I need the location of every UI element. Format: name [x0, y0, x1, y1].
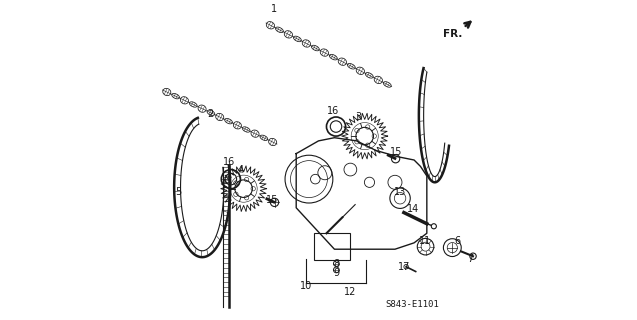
Text: 5: 5	[175, 187, 182, 197]
Text: 1: 1	[271, 4, 277, 14]
Text: 7: 7	[467, 254, 473, 264]
Text: 16: 16	[327, 106, 339, 116]
Text: 12: 12	[343, 287, 356, 297]
Text: 2: 2	[207, 109, 213, 119]
Text: 8: 8	[333, 259, 339, 268]
Text: S843-E1101: S843-E1101	[385, 300, 440, 308]
Text: 9: 9	[333, 268, 339, 278]
Text: 15: 15	[266, 195, 278, 205]
Text: 3: 3	[355, 112, 361, 122]
Text: 15: 15	[390, 147, 403, 157]
Text: 6: 6	[454, 236, 460, 246]
Circle shape	[431, 224, 436, 229]
Text: 10: 10	[300, 281, 313, 291]
Text: 11: 11	[419, 236, 432, 246]
Text: 14: 14	[407, 204, 420, 214]
Text: 16: 16	[222, 156, 235, 167]
Text: 4: 4	[238, 164, 243, 174]
Text: 17: 17	[398, 262, 411, 272]
Bar	[313, 233, 350, 260]
Text: FR.: FR.	[443, 29, 462, 39]
Text: 13: 13	[394, 187, 406, 197]
